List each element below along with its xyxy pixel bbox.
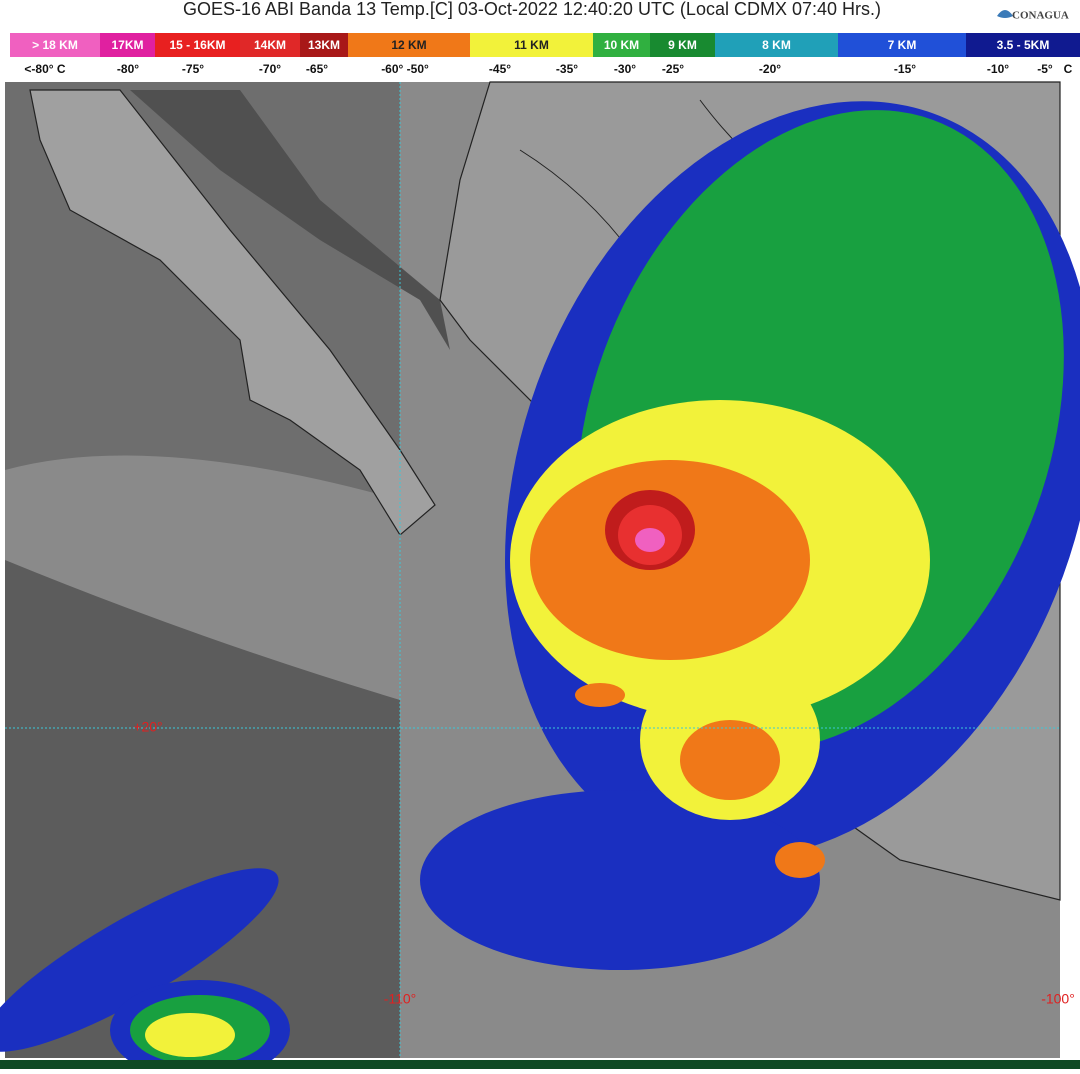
temperature-label: -15° — [894, 62, 916, 76]
temperature-label: -25° — [662, 62, 684, 76]
legend-label: > 18 KM — [32, 38, 78, 52]
logo-icon — [997, 10, 1013, 18]
legend-label: 7 KM — [888, 38, 917, 52]
legend-label: 11 KM — [514, 38, 549, 52]
temperature-label: C — [1064, 62, 1073, 76]
legend-label: 8 KM — [762, 38, 791, 52]
legend-swatch — [470, 33, 593, 57]
temperature-label: -70° — [259, 62, 281, 76]
temperature-label: -65° — [306, 62, 328, 76]
legend-label: 10 KM — [604, 38, 639, 52]
temperature-label: -45° — [489, 62, 511, 76]
gulf — [130, 90, 450, 350]
temperature-label: -80° — [117, 62, 139, 76]
title: GOES-16 ABI Banda 13 Temp.[C] 03-Oct-202… — [183, 0, 881, 19]
logo-text: CONAGUA — [1012, 10, 1069, 22]
latitude-label: +20° — [133, 719, 162, 735]
legend-swatch — [966, 33, 1080, 57]
legend: > 18 KM 17KM 15 - 16KM 14KM 13KM 12 KM 11 KM 10… — [10, 33, 1080, 76]
legend-swatch — [300, 33, 348, 57]
temperature-label: -5° — [1037, 62, 1053, 76]
legend-swatch — [838, 33, 966, 57]
temperature-label: -30° — [614, 62, 636, 76]
legend-swatch — [155, 33, 240, 57]
temperature-label: -60° -50° — [381, 62, 429, 76]
legend-label: 3.5 - 5KM — [997, 38, 1050, 52]
legend-swatch — [10, 33, 100, 57]
legend-label: 12 KM — [391, 38, 426, 52]
legend-label: 14KM — [254, 38, 286, 52]
temperature-label: -35° — [556, 62, 578, 76]
temperature-label: <-80° C — [24, 62, 65, 76]
temperature-label: -75° — [182, 62, 204, 76]
bottom-border — [0, 1060, 1080, 1069]
legend-label: 15 - 16KM — [169, 38, 225, 52]
longitude-label: -110° — [384, 991, 417, 1007]
legend-label: 13KM — [308, 38, 340, 52]
legend-swatch — [240, 33, 300, 57]
legend-swatch — [650, 33, 715, 57]
baja-peninsula — [29, 89, 436, 536]
longitude-label: -100° — [1041, 991, 1075, 1007]
legend-label: 17KM — [111, 38, 143, 52]
temperature-label: -20° — [759, 62, 781, 76]
legend-swatch — [100, 33, 155, 57]
legend-label: 9 KM — [668, 38, 697, 52]
legend-swatch — [715, 33, 838, 57]
cloud-bands — [0, 101, 1080, 1074]
map: +20° -110° -100° — [0, 81, 1080, 1074]
logo: CONAGUA — [997, 10, 1069, 22]
legend-swatch — [348, 33, 470, 57]
legend-swatch — [593, 33, 650, 57]
temperature-label: -10° — [987, 62, 1009, 76]
